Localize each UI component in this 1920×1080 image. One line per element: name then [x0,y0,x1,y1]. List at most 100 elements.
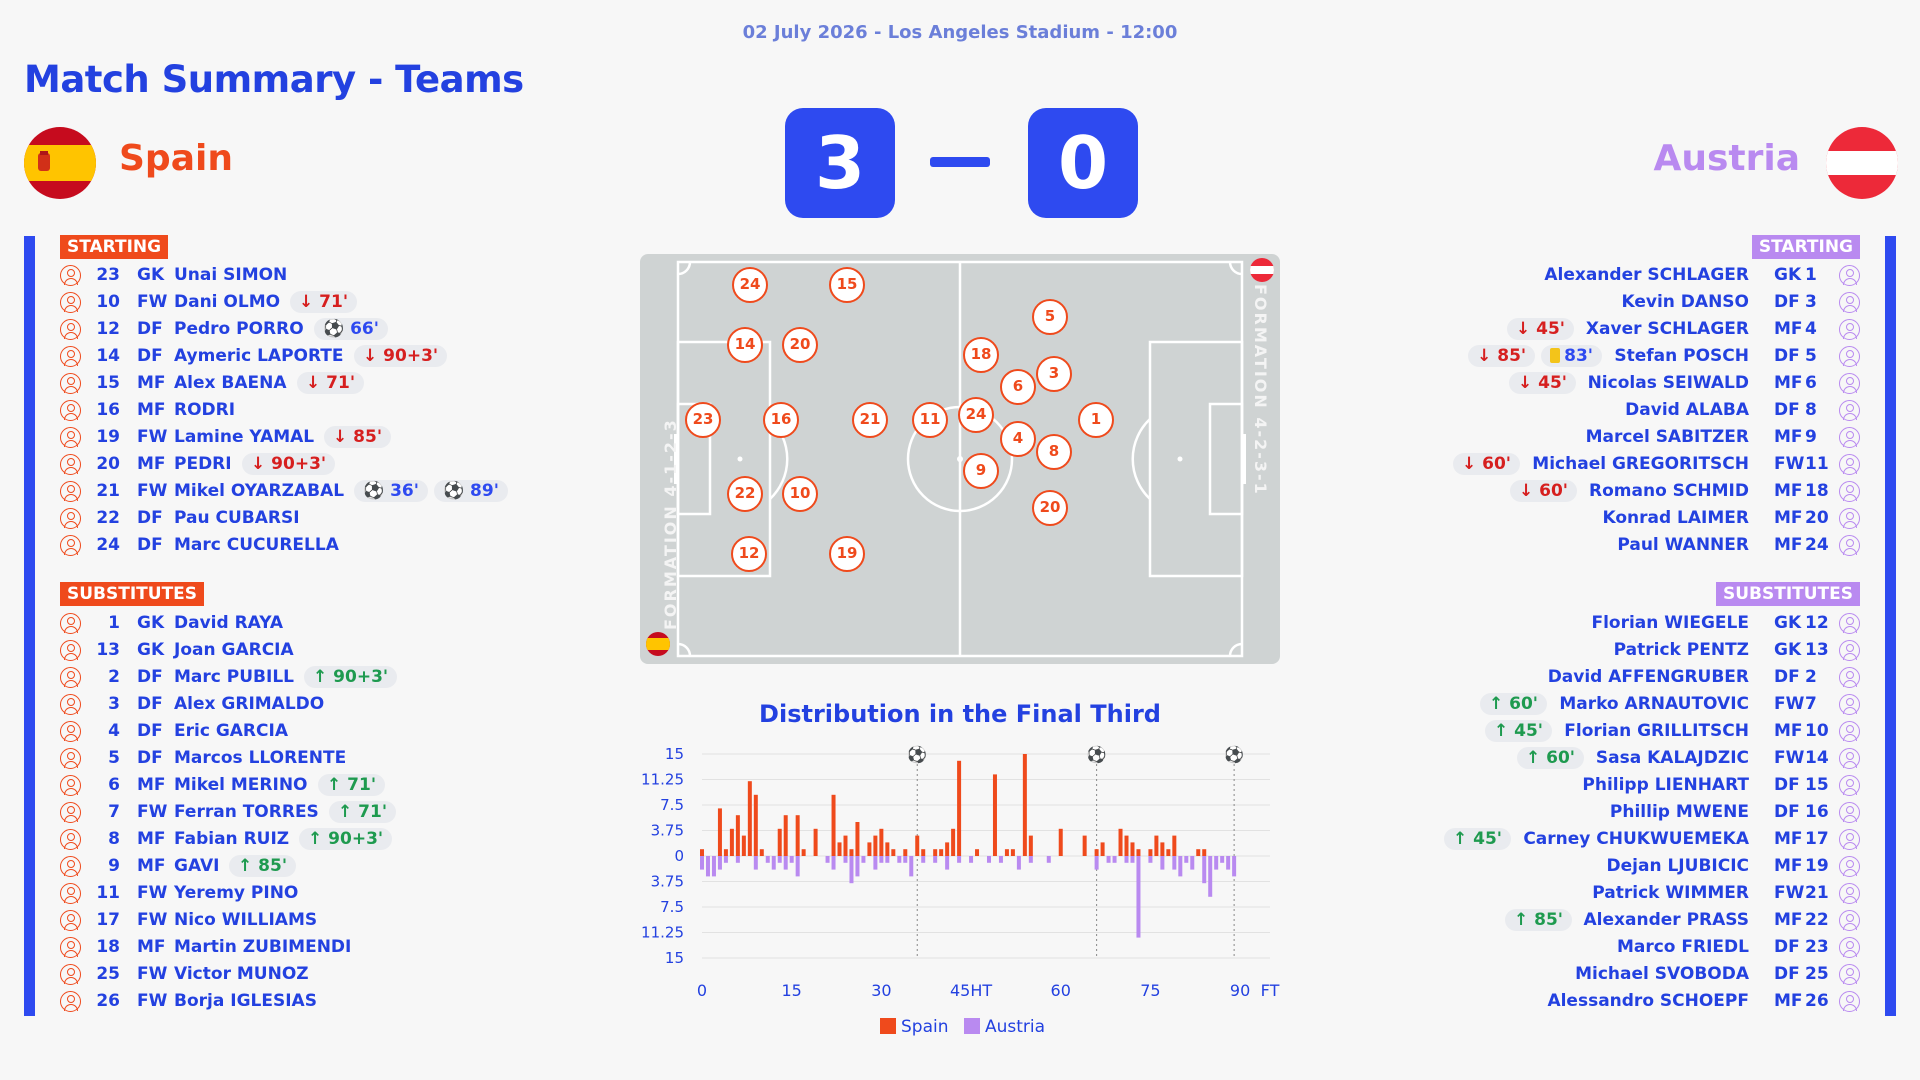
player-number: 25 [1805,964,1829,984]
player-number: 10 [1805,721,1829,741]
player-position: FW [137,802,168,822]
spain-bar [1160,842,1165,856]
player-position: MF [1774,910,1803,930]
player-icon [1839,748,1860,769]
player-position: MF [137,937,166,957]
austria-bar [1202,856,1207,884]
player-position: FW [1774,694,1805,714]
away-pitch-player: 11 [912,402,948,438]
player-number: 25 [96,964,120,984]
player-number: 17 [1805,829,1829,849]
y-tick-label: 11.25 [641,771,684,789]
player-name: GAVI [174,856,220,876]
player-number: 26 [1805,991,1829,1011]
sub-out-badge: ↓ 85' [324,426,392,448]
player-number: 7 [1805,694,1817,714]
sub-out-badge: ↓ 90+3' [242,453,336,475]
player-icon [60,613,81,634]
player-position: FW [137,910,168,930]
yellow-card-badge: 83' [1541,345,1602,367]
home-pitch-player: 23 [685,402,721,438]
spain-bar [1010,849,1015,856]
player-name: Alessandro SCHOEPF [1547,991,1749,1011]
player-position: FW [137,292,168,312]
spain-bar [855,822,860,856]
austria-bar [1220,856,1225,863]
player-icon [60,400,81,421]
player-name: Konrad LAIMER [1602,508,1749,528]
away-starting-header: STARTING [1751,235,1860,259]
austria-bar [903,856,908,863]
goal-badge: ⚽ 89' [433,480,508,502]
player-icon [1839,667,1860,688]
legend-spain: Spain [880,1017,949,1037]
player-number: 24 [96,535,120,555]
player-position: GK [1774,265,1802,285]
player-name: Romano SCHMID [1589,481,1749,501]
player-icon [1839,721,1860,742]
player-position: DF [1774,937,1800,957]
home-subs-header: SUBSTITUTES [60,582,205,606]
player-position: MF [1774,508,1803,528]
player-icon [1839,775,1860,796]
spain-bar [1130,842,1135,856]
austria-bar [1214,856,1219,870]
spain-bar [700,849,704,856]
spain-bar [753,794,758,856]
player-name: Nicolas SEIWALD [1587,373,1749,393]
spain-bar [915,835,920,856]
player-name: Marko ARNAUTOVIC [1559,694,1749,714]
away-pitch-player: 6 [1000,369,1036,405]
player-icon [1839,883,1860,904]
player-name: Lamine YAMAL [174,427,315,447]
player-icon [1839,373,1860,394]
player-position: FW [137,481,168,501]
sub-out-badge: ↓ 60' [1509,480,1577,502]
away-pitch-player: 5 [1032,299,1068,335]
home-side-bar [24,236,35,1016]
player-position: FW [137,991,168,1011]
player-events: ↓ 45' [1506,316,1574,340]
player-name: Kevin DANSO [1621,292,1749,312]
austria-bar [765,856,770,863]
player-number: 23 [1805,937,1829,957]
goal-marker-icon: ⚽ [1223,745,1244,764]
player-icon [60,481,81,502]
austria-bar [1184,856,1189,863]
spain-bar [813,828,818,856]
y-tick-label: 7.5 [660,796,684,814]
player-position: DF [137,319,163,339]
player-name: David AFFENGRUBER [1547,667,1749,687]
player-name: Nico WILLIAMS [174,910,318,930]
player-icon [60,508,81,529]
player-position: MF [1774,721,1803,741]
player-position: DF [1774,964,1800,984]
home-pitch-player: 12 [731,536,767,572]
player-name: PEDRI [174,454,232,474]
player-name: Patrick PENTZ [1613,640,1749,660]
spain-bar [1154,835,1159,856]
player-number: 20 [1805,508,1829,528]
player-position: GK [1774,640,1802,660]
spain-bar [837,842,842,856]
player-number: 9 [1805,427,1817,447]
austria-flag-icon [1826,127,1898,199]
player-name: Fabian RUIZ [174,829,290,849]
away-pitch-player: 9 [963,453,999,489]
player-number: 19 [1805,856,1829,876]
player-name: RODRI [174,400,236,420]
player-events: ↑ 45' [1484,718,1552,742]
x-tick-label: 15 [782,981,802,1000]
x-tick-label: 75 [1140,981,1160,1000]
player-icon [1839,400,1860,421]
player-position: GK [137,265,165,285]
player-icon [1839,292,1860,313]
spain-bar [891,849,896,856]
austria-bar [771,856,776,870]
austria-bar [1130,856,1135,863]
player-number: 22 [1805,910,1829,930]
player-name: Marcos LLORENTE [174,748,347,768]
spain-bar [1136,849,1141,856]
austria-bar [1106,856,1111,863]
spain-bar [975,849,980,856]
